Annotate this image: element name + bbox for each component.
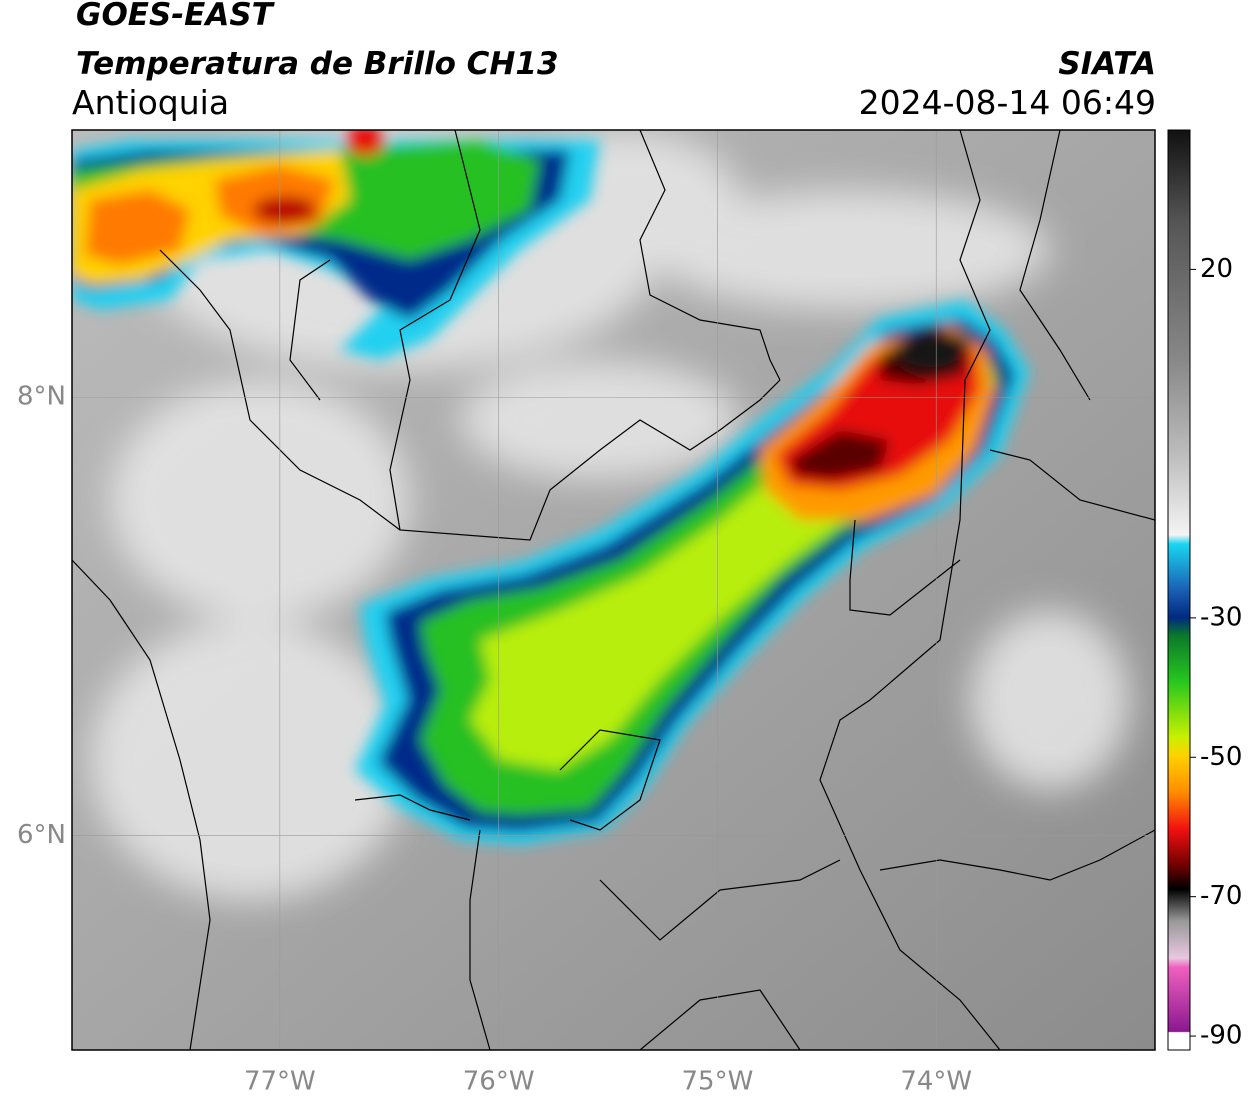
colorbar-label: -90	[1200, 1021, 1242, 1051]
colorbar-label: 20	[1200, 254, 1233, 284]
colorbar-label: -70	[1200, 881, 1242, 911]
lat-label: 6°N	[17, 820, 66, 850]
source: SIATA	[1058, 46, 1156, 82]
lon-label: 76°W	[463, 1067, 535, 1097]
satellite-image	[72, 130, 1155, 1050]
lon-label: 77°W	[244, 1067, 316, 1097]
region: Antioquia	[72, 83, 230, 122]
lon-label: 75°W	[682, 1067, 754, 1097]
datetime: 2024-08-14 06:49	[858, 83, 1156, 122]
map-frame	[71, 129, 1156, 1051]
colorbar-label: -30	[1200, 602, 1242, 632]
colorbar	[1167, 129, 1191, 1051]
title: GOES-EAST	[76, 0, 273, 33]
subtitle: Temperatura de Brillo CH13	[76, 46, 559, 82]
graticule	[72, 130, 1155, 1050]
lat-label: 8°N	[17, 382, 66, 412]
boundaries	[72, 130, 1155, 1050]
lon-label: 74°W	[900, 1067, 972, 1097]
colorbar-label: -50	[1200, 742, 1242, 772]
